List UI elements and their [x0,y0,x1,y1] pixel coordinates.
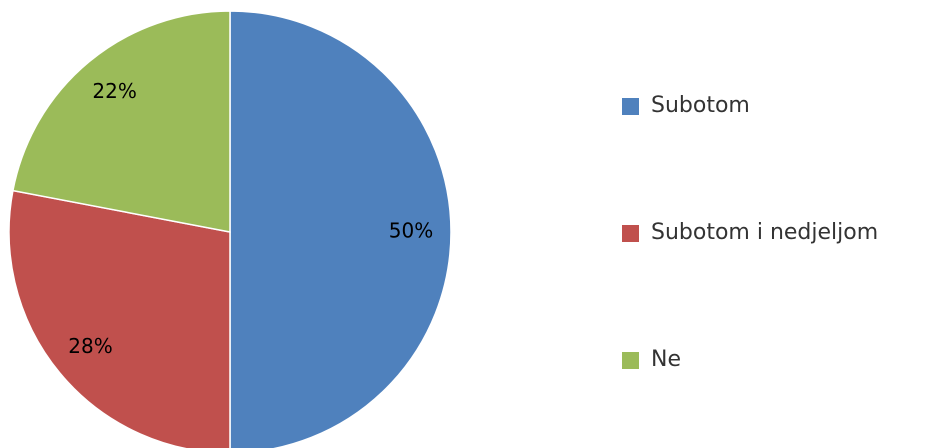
legend-swatch [622,98,639,115]
data-label: 28% [68,334,112,358]
legend-label: Ne [651,347,681,372]
legend-swatch [622,225,639,242]
pie-slice [12,10,231,233]
legend-label: Subotom [651,93,750,118]
legend-label: Subotom i nedjeljom [651,220,878,245]
data-label: 22% [92,79,136,103]
pie-slice [8,189,231,448]
pie-slice [229,10,452,448]
data-label: 50% [389,219,433,243]
legend-swatch [622,352,639,369]
